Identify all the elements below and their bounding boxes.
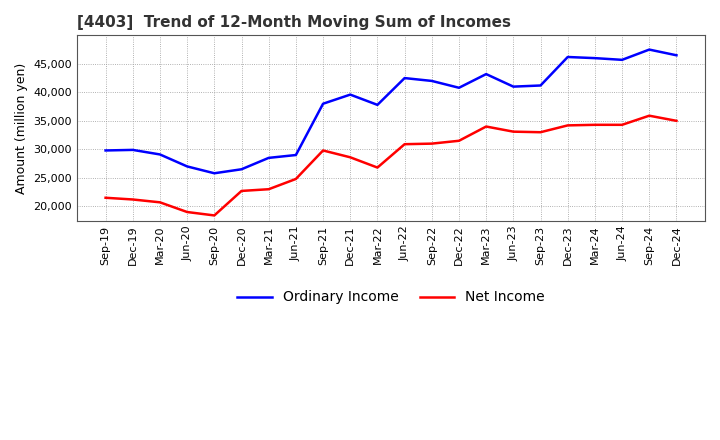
Line: Ordinary Income: Ordinary Income: [106, 50, 677, 173]
Ordinary Income: [482, 71, 490, 77]
Ordinary Income: [373, 102, 382, 107]
Ordinary Income: [128, 147, 137, 153]
Net Income: [292, 176, 300, 182]
Ordinary Income: [590, 55, 599, 61]
Net Income: [454, 138, 463, 143]
Net Income: [102, 195, 110, 200]
Net Income: [128, 197, 137, 202]
Text: [4403]  Trend of 12-Month Moving Sum of Incomes: [4403] Trend of 12-Month Moving Sum of I…: [77, 15, 511, 30]
Ordinary Income: [454, 85, 463, 90]
Net Income: [509, 129, 518, 134]
Net Income: [183, 209, 192, 215]
Legend: Ordinary Income, Net Income: Ordinary Income, Net Income: [232, 285, 551, 310]
Ordinary Income: [645, 47, 654, 52]
Net Income: [346, 155, 354, 160]
Ordinary Income: [237, 167, 246, 172]
Net Income: [590, 122, 599, 128]
Ordinary Income: [346, 92, 354, 97]
Net Income: [210, 213, 219, 218]
Ordinary Income: [536, 83, 545, 88]
Ordinary Income: [672, 53, 681, 58]
Net Income: [672, 118, 681, 124]
Ordinary Income: [428, 78, 436, 84]
Net Income: [319, 148, 328, 153]
Net Income: [645, 113, 654, 118]
Net Income: [563, 123, 572, 128]
Net Income: [400, 142, 409, 147]
Net Income: [156, 200, 164, 205]
Ordinary Income: [400, 75, 409, 81]
Net Income: [264, 187, 273, 192]
Net Income: [482, 124, 490, 129]
Net Income: [428, 141, 436, 146]
Ordinary Income: [210, 171, 219, 176]
Y-axis label: Amount (million yen): Amount (million yen): [15, 62, 28, 194]
Net Income: [373, 165, 382, 170]
Ordinary Income: [102, 148, 110, 153]
Net Income: [536, 130, 545, 135]
Ordinary Income: [319, 101, 328, 106]
Net Income: [618, 122, 626, 128]
Ordinary Income: [156, 152, 164, 157]
Line: Net Income: Net Income: [106, 116, 677, 216]
Net Income: [237, 188, 246, 194]
Ordinary Income: [563, 55, 572, 60]
Ordinary Income: [618, 57, 626, 62]
Ordinary Income: [292, 152, 300, 158]
Ordinary Income: [264, 155, 273, 161]
Ordinary Income: [509, 84, 518, 89]
Ordinary Income: [183, 164, 192, 169]
